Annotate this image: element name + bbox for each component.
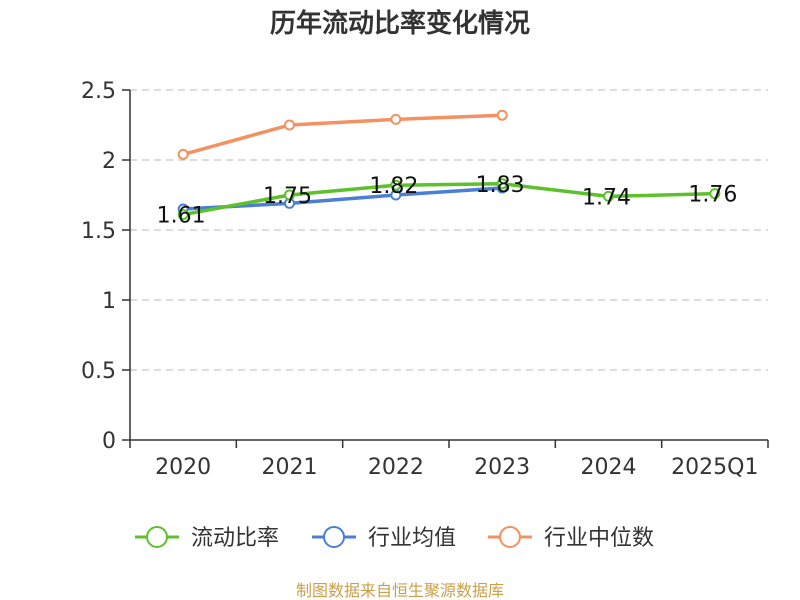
data-label: 1.76 bbox=[688, 183, 737, 208]
series-2-point bbox=[496, 109, 508, 121]
y-tick-label: 2.5 bbox=[81, 79, 116, 104]
legend-circle-marker bbox=[146, 526, 168, 548]
legend: 流动比率 行业均值 行业中位数 bbox=[135, 526, 654, 551]
legend-item-2[interactable]: 行业中位数 bbox=[488, 526, 654, 551]
legend-item-1[interactable]: 行业均值 bbox=[312, 526, 456, 551]
series-2-point bbox=[284, 119, 295, 131]
source-note: 制图数据来自恒生聚源数据库 bbox=[296, 581, 504, 600]
legend-label: 行业中位数 bbox=[544, 526, 654, 551]
y-tick-label: 0.5 bbox=[81, 359, 116, 384]
x-tick-label: 2021 bbox=[262, 455, 318, 480]
chart-title: 历年流动比率变化情况 bbox=[270, 8, 530, 39]
x-tick-label: 2020 bbox=[155, 455, 211, 480]
series-0-point bbox=[603, 190, 614, 202]
legend-circle-marker bbox=[499, 526, 521, 548]
legend-label: 流动比率 bbox=[191, 526, 279, 551]
series-2-point bbox=[177, 148, 189, 160]
data-labels: 1.61 1.75 1.82 1.83 1.74 1.76 bbox=[157, 173, 738, 229]
x-tick-labels: 2020 2021 2022 2023 2024 2025Q1 bbox=[155, 455, 758, 480]
series-0-point bbox=[496, 178, 508, 190]
grid-lines bbox=[130, 89, 768, 371]
x-tick-label: 2022 bbox=[368, 455, 424, 480]
data-label: 1.61 bbox=[157, 204, 206, 229]
series-2-point bbox=[390, 113, 402, 125]
series-line-2 bbox=[181, 113, 504, 157]
legend-item-0[interactable]: 流动比率 bbox=[135, 526, 279, 551]
y-tick-label: 0 bbox=[102, 429, 116, 454]
y-tick-label: 1.5 bbox=[81, 219, 116, 244]
x-tick-label: 2024 bbox=[581, 455, 637, 480]
series-0-point bbox=[284, 189, 295, 201]
y-tick-label: 1 bbox=[102, 289, 116, 314]
x-tick-label: 2023 bbox=[474, 455, 530, 480]
legend-circle-marker bbox=[323, 526, 345, 548]
data-label: 1.82 bbox=[369, 174, 418, 199]
series-lines bbox=[181, 113, 717, 217]
y-tick-labels: 0 0.5 1 1.5 2 2.5 bbox=[81, 79, 116, 454]
data-label: 1.83 bbox=[476, 173, 525, 198]
series-points bbox=[177, 109, 721, 221]
y-tick-label: 2 bbox=[102, 149, 116, 174]
series-line-0 bbox=[181, 182, 717, 217]
series-0-point bbox=[177, 209, 189, 221]
series-0-point bbox=[390, 179, 402, 191]
axes bbox=[122, 89, 769, 448]
data-label: 1.74 bbox=[582, 185, 631, 210]
series-0-point bbox=[709, 188, 721, 200]
x-tick-label: 2025Q1 bbox=[671, 455, 758, 480]
legend-label: 行业均值 bbox=[368, 526, 456, 551]
data-label: 1.75 bbox=[263, 184, 312, 209]
